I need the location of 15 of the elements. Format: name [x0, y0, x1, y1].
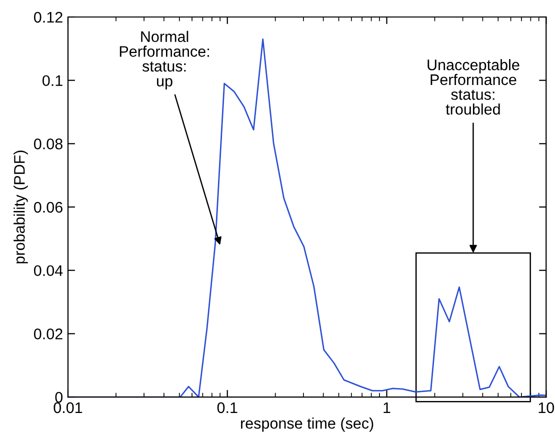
y-axis-title: probability (PDF) — [14, 150, 28, 264]
y-tick-label: 0.02 — [34, 328, 62, 340]
y-tick-label: 0.1 — [42, 75, 62, 86]
x-tick-label: 1 — [384, 402, 390, 413]
x-axis-title: response time (sec) — [241, 418, 374, 432]
x-tick-label: 10 — [538, 402, 554, 414]
x-tick-label: 0.01 — [54, 402, 82, 414]
y-tick-label: 0.12 — [34, 12, 62, 23]
annotation: Normal Performance: status: up — [120, 30, 209, 90]
y-tick-label: 0.06 — [34, 202, 62, 213]
y-tick-label: 0.04 — [34, 265, 63, 276]
x-tick-label: 0.1 — [217, 402, 238, 414]
y-tick-label: 0 — [55, 392, 63, 403]
annotation: Unacceptable Performance status: troubled — [428, 59, 520, 115]
y-tick-label: 0.08 — [34, 138, 62, 150]
